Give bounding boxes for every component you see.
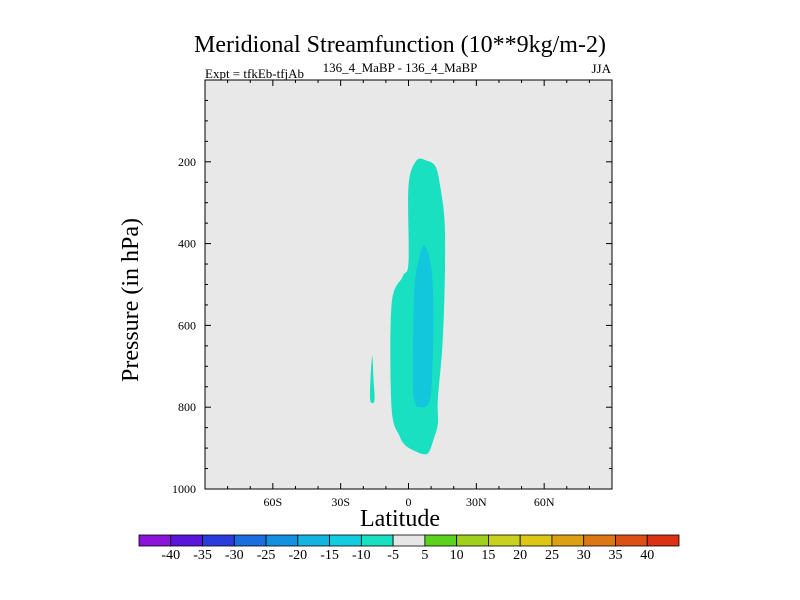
- colorbar: -40 -35 -30 -25 -20 -15 -10 -5 5 10 15 20 25 30 35 40: [138, 534, 680, 563]
- y-tick-label: 1000: [172, 482, 196, 496]
- y-tick-label: 400: [178, 237, 196, 251]
- colorbar-box: [551, 534, 585, 547]
- colorbar-box: [138, 534, 172, 547]
- y-axis-label: Pressure (in hPa): [118, 218, 144, 382]
- colorbar-box: [265, 534, 299, 547]
- x-tick-label: 30N: [466, 495, 487, 509]
- y-tick-label: 200: [178, 155, 196, 169]
- colorbar-box: [170, 534, 203, 547]
- colorbar-box: [615, 534, 648, 547]
- colorbar-box: [202, 534, 235, 547]
- colorbar-label: -15: [320, 548, 339, 563]
- contour-region: [412, 245, 434, 408]
- chart-title: Meridional Streamfunction (10**9kg/m-2): [194, 32, 606, 58]
- colorbar-box: [297, 534, 330, 547]
- colorbar-box: [329, 534, 362, 547]
- colorbar-label: -20: [288, 548, 307, 563]
- colorbar-label: 25: [545, 548, 559, 563]
- x-tick-label: 30S: [331, 495, 350, 509]
- colorbar-box: [360, 534, 394, 547]
- y-tick-label: 800: [178, 400, 196, 414]
- colorbar-box: [583, 534, 616, 547]
- colorbar-label: 35: [608, 548, 622, 563]
- contour-region: [369, 356, 375, 404]
- colorbar-label: 40: [640, 548, 654, 563]
- season-label: JJA: [591, 61, 611, 76]
- colorbar-label: -5: [387, 548, 399, 563]
- colorbar-label: 10: [450, 548, 464, 563]
- colorbar-box: [456, 534, 489, 547]
- x-axis-label: Latitude: [360, 506, 440, 532]
- colorbar-label: -35: [193, 548, 212, 563]
- colorbar-box: [424, 534, 458, 547]
- colorbar-box: [519, 534, 553, 547]
- x-tick-label: 60S: [263, 495, 282, 509]
- colorbar-box: [392, 534, 426, 547]
- colorbar-box: [488, 534, 521, 547]
- colorbar-label: -10: [352, 548, 371, 563]
- experiment-difference-label: 136_4_MaBP - 136_4_MaBP: [322, 60, 478, 75]
- x-tick-label: 0: [406, 495, 412, 509]
- colorbar-box: [233, 534, 267, 547]
- colorbar-box: [646, 534, 680, 547]
- colorbar-label: -40: [161, 548, 180, 563]
- x-tick-label: 60N: [534, 495, 555, 509]
- axis-ticks: [204, 79, 613, 490]
- colorbar-label: -30: [225, 548, 244, 563]
- colorbar-label: 15: [481, 548, 495, 563]
- colorbar-label: 5: [421, 548, 428, 563]
- experiment-label: Expt = tfkEb-tfjAb: [205, 66, 305, 81]
- colorbar-label: 20: [513, 548, 527, 563]
- y-tick-label: 600: [178, 318, 196, 332]
- colorbar-label: -25: [257, 548, 276, 563]
- colorbar-label: 30: [577, 548, 591, 563]
